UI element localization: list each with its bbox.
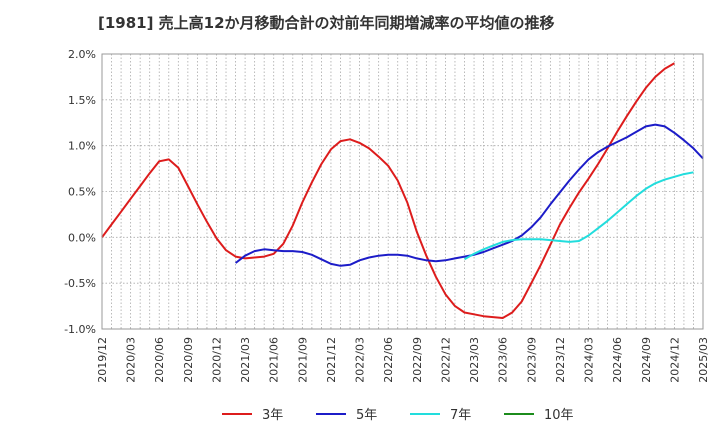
x-tick-label: 2021/03 — [239, 337, 252, 383]
y-tick-label: 2.0% — [68, 48, 96, 61]
y-tick-label: 0.5% — [68, 186, 96, 199]
x-tick-label: 2024/12 — [668, 337, 681, 383]
y-tick-label: -1.0% — [64, 323, 96, 336]
x-tick-label: 2025/03 — [697, 337, 710, 383]
y-tick-label: -0.5% — [64, 277, 96, 290]
x-tick-label: 2021/12 — [325, 337, 338, 383]
x-tick-label: 2020/03 — [125, 337, 138, 383]
y-tick-label: 1.5% — [68, 94, 96, 107]
x-tick-label: 2022/12 — [439, 337, 452, 383]
x-tick-label: 2020/06 — [153, 337, 166, 383]
y-tick-label: 1.0% — [68, 140, 96, 153]
x-tick-label: 2023/06 — [497, 337, 510, 383]
x-axis-ticks: 2019/12 2020/03 2020/06 2020/09 2020/12 2021/… — [96, 337, 710, 383]
x-tick-label: 2023/12 — [554, 337, 567, 383]
x-tick-label: 2024/03 — [583, 337, 596, 383]
x-tick-label: 2023/09 — [525, 337, 538, 383]
legend: 3年 5年 7年 10年 — [222, 408, 574, 423]
series-line-7年 — [463, 171, 694, 261]
y-tick-label: 0.0% — [68, 231, 96, 244]
x-tick-label: 2024/06 — [611, 337, 624, 383]
legend-label: 7年 — [450, 408, 471, 423]
x-tick-label: 2020/09 — [182, 337, 195, 383]
x-tick-label: 2021/09 — [296, 337, 309, 383]
x-tick-label: 2022/03 — [354, 337, 367, 383]
series-line-3年 — [101, 62, 675, 319]
y-axis-ticks: 2.0% 1.5% 1.0% 0.5% 0.0% -0.5% -1.0% — [64, 48, 96, 336]
x-tick-label: 2020/12 — [210, 337, 223, 383]
chart-title: [1981] 売上高12か月移動合計の対前年同期増減率の平均値の推移 — [98, 14, 555, 32]
plot-frame — [101, 53, 704, 330]
x-tick-label: 2024/09 — [640, 337, 653, 383]
legend-label: 3年 — [262, 408, 283, 423]
series-lines — [101, 62, 704, 319]
legend-label: 10年 — [544, 408, 574, 423]
x-tick-label: 2022/09 — [411, 337, 424, 383]
x-tick-label: 2022/06 — [382, 337, 395, 383]
legend-label: 5年 — [356, 408, 377, 423]
x-tick-label: 2023/03 — [468, 337, 481, 383]
x-tick-label: 2021/06 — [268, 337, 281, 383]
x-tick-label: 2019/12 — [96, 337, 109, 383]
